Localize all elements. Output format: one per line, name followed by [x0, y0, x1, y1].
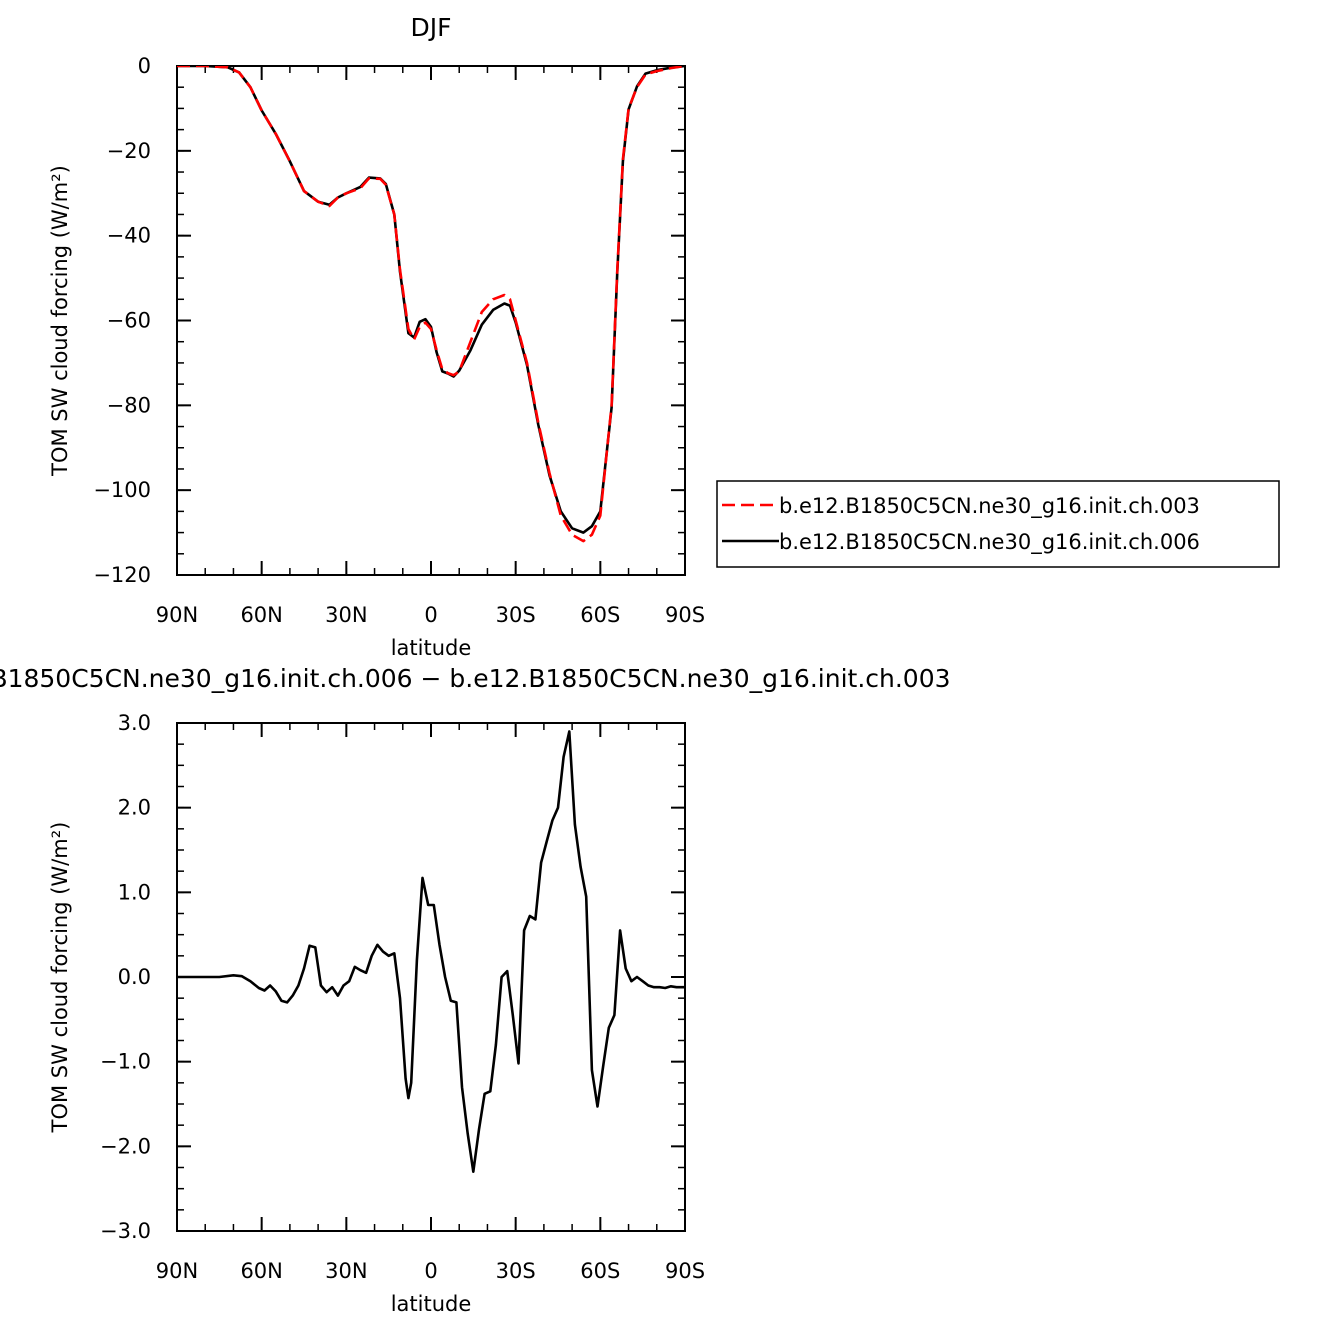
x-tick-label: 30N — [325, 1259, 367, 1283]
x-tick-label: 30S — [496, 1259, 536, 1283]
x-tick-label: 0 — [424, 603, 437, 627]
y-tick-label: −1.0 — [100, 1050, 151, 1074]
y-tick-label: 0.0 — [118, 965, 151, 989]
x-tick-label: 90S — [665, 603, 705, 627]
x-tick-label: 90N — [156, 1259, 198, 1283]
x-tick-label: 0 — [424, 1259, 437, 1283]
x-axis-label: latitude — [391, 1292, 472, 1316]
x-axis-label: latitude — [391, 636, 472, 660]
y-tick-label: −2.0 — [100, 1134, 151, 1158]
legend-box — [716, 480, 1280, 568]
x-tick-label: 60S — [580, 603, 620, 627]
plot-title: b.e12.B1850C5CN.ne30_g16.init.ch.006 − b… — [0, 664, 951, 693]
y-axis-label: TOM SW cloud forcing (W/m²) — [48, 165, 72, 477]
y-tick-label: −100 — [93, 478, 151, 502]
series-group — [177, 730, 685, 1173]
y-tick-label: −80 — [107, 393, 151, 417]
x-tick-label: 60N — [240, 603, 282, 627]
plot-frame — [176, 722, 686, 1232]
x-tick-label: 60S — [580, 1259, 620, 1283]
y-tick-label: 2.0 — [118, 796, 151, 820]
series-line — [177, 66, 685, 543]
y-tick-label: 0 — [138, 54, 151, 78]
legend: b.e12.B1850C5CN.ne30_g16.init.ch.003 b.e1… — [716, 480, 1280, 568]
y-tick-label: −3.0 — [100, 1219, 151, 1243]
series-group — [177, 66, 685, 543]
y-tick-label: −60 — [107, 309, 151, 333]
x-tick-label: 90N — [156, 603, 198, 627]
x-tick-label: 30N — [325, 603, 367, 627]
x-tick-label: 90S — [665, 1259, 705, 1283]
plot-frame — [176, 65, 686, 576]
plot-title: DJF — [410, 13, 451, 42]
x-tick-label: 60N — [240, 1259, 282, 1283]
y-tick-label: −120 — [93, 563, 151, 587]
series-line — [177, 66, 685, 534]
series-line — [177, 730, 685, 1173]
y-axis-label: TOM SW cloud forcing (W/m²) — [48, 822, 72, 1134]
y-tick-label: −40 — [107, 224, 151, 248]
y-tick-label: 1.0 — [118, 880, 151, 904]
x-tick-label: 30S — [496, 603, 536, 627]
y-tick-label: 3.0 — [118, 711, 151, 735]
legend-label: b.e12.B1850C5CN.ne30_g16.init.ch.006 — [779, 530, 1200, 555]
legend-label: b.e12.B1850C5CN.ne30_g16.init.ch.003 — [779, 494, 1200, 519]
y-tick-label: −20 — [107, 139, 151, 163]
